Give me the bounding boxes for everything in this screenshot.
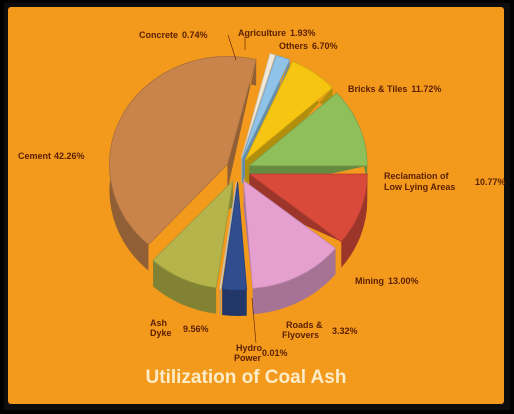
label-ash-dyke: Ash Dyke — [150, 318, 172, 338]
label-cement: Cement 42.26% — [18, 151, 85, 161]
label-reclamation-value: 10.77% — [475, 177, 506, 187]
pie-slice-depth-hydro-power — [219, 181, 237, 315]
pie-slice-mining — [243, 179, 337, 289]
label-ash-dyke-value: 9.56% — [183, 324, 209, 334]
label-roads-flyovers-value: 3.32% — [332, 326, 358, 336]
pie-slice-concrete — [240, 53, 276, 159]
pie-slice-roads-flyovers — [221, 181, 248, 291]
label-others: Others 6.70% — [279, 41, 338, 51]
pie-slice-agriculture — [241, 54, 291, 159]
label-hydro-power-value: 0.01% — [262, 348, 288, 358]
label-mining: Mining 13.00% — [355, 276, 419, 286]
leader-line-concrete — [227, 34, 237, 61]
leader-line-hydro-power — [251, 297, 257, 344]
label-reclamation: Reclamation of Low Lying Areas — [384, 171, 455, 192]
chart-title: Utilization of Coal Ash — [146, 367, 347, 388]
label-bricks-tiles: Bricks & Tiles 11.72% — [348, 84, 441, 94]
label-concrete: Concrete 0.74% — [139, 30, 208, 40]
pie-slice-ash-dyke — [152, 179, 234, 289]
pie-slice-cement — [109, 55, 257, 246]
pie-slice-hydro-power — [219, 181, 237, 290]
pie-slice-others — [244, 60, 334, 161]
label-agriculture: Agriculture 1.93% — [238, 28, 316, 38]
label-roads-flyovers: Roads & Flyovers — [282, 320, 325, 340]
label-hydro-power: Hydro Power — [234, 343, 265, 363]
pie-top-layer — [109, 53, 368, 291]
pie-slice-bricks-tiles — [248, 92, 368, 167]
pie-slice-reclamation-of-low-lying-areas — [248, 173, 368, 243]
